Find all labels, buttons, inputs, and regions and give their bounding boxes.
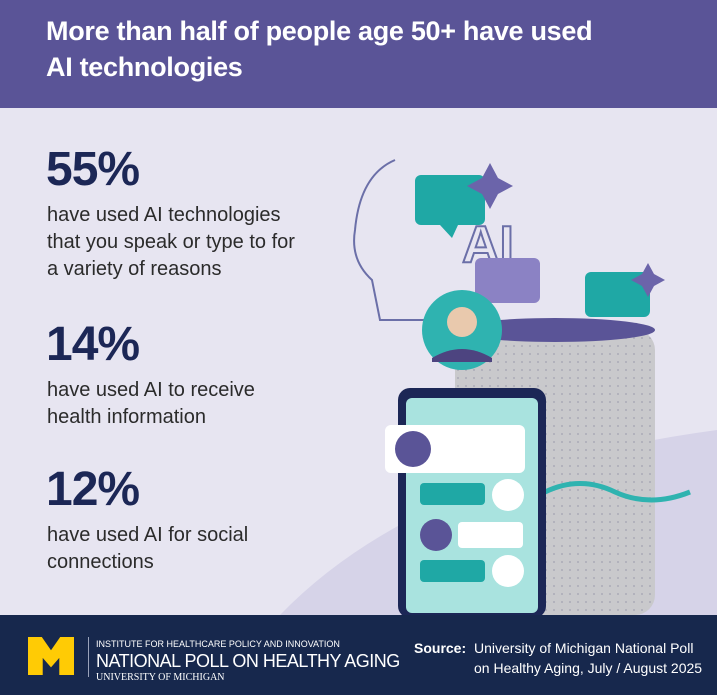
- stat-description: have used AI for social: [47, 524, 249, 546]
- poll-name: NATIONAL POLL ON HEALTHY AGING: [96, 651, 400, 671]
- sparkle: [631, 263, 665, 297]
- bot-icon: [395, 431, 431, 467]
- sound-wave: [543, 481, 691, 503]
- stat-description: have used AI to receive: [47, 379, 255, 401]
- stat-description: have used AI technologies: [47, 204, 281, 226]
- chat-bubble: [420, 483, 485, 505]
- header: More than half of people age 50+ have us…: [0, 0, 717, 108]
- divider: [88, 637, 89, 677]
- source-label: Source:: [414, 640, 467, 656]
- source-text: on Healthy Aging, July / August 2025: [474, 660, 703, 676]
- footer: INSTITUTE FOR HEALTHCARE POLICY AND INNO…: [0, 615, 717, 695]
- voice-bubble: [415, 175, 485, 225]
- stat-description: a variety of reasons: [47, 258, 222, 280]
- speaker-top: [455, 318, 655, 342]
- stat-description: that you speak or type to for: [47, 231, 295, 253]
- avatar-body: [432, 349, 492, 362]
- bubble: [475, 258, 540, 303]
- institute: INSTITUTE FOR HEALTHCARE POLICY AND INNO…: [96, 639, 340, 649]
- stat-value: 14%: [46, 318, 140, 371]
- chat-bubble: [420, 560, 485, 582]
- voice-bubble: [585, 272, 650, 317]
- logo: [28, 637, 74, 675]
- university: UNIVERSITY OF MICHIGAN: [96, 672, 225, 683]
- title: More than half of people age 50+ have us…: [46, 16, 593, 46]
- user-icon: [492, 555, 524, 587]
- bubble-tail: [440, 225, 458, 238]
- sparkle: [467, 163, 513, 209]
- source-text: University of Michigan National Poll: [474, 640, 694, 656]
- title: AI technologies: [46, 52, 243, 82]
- stat-value: 12%: [46, 463, 140, 516]
- stat-description: connections: [47, 551, 154, 573]
- stat-value: 55%: [46, 143, 140, 196]
- user-icon: [492, 479, 524, 511]
- chat-bubble: [458, 522, 523, 548]
- bot-icon: [420, 519, 452, 551]
- avatar-face: [447, 307, 477, 337]
- stat-description: health information: [47, 406, 206, 428]
